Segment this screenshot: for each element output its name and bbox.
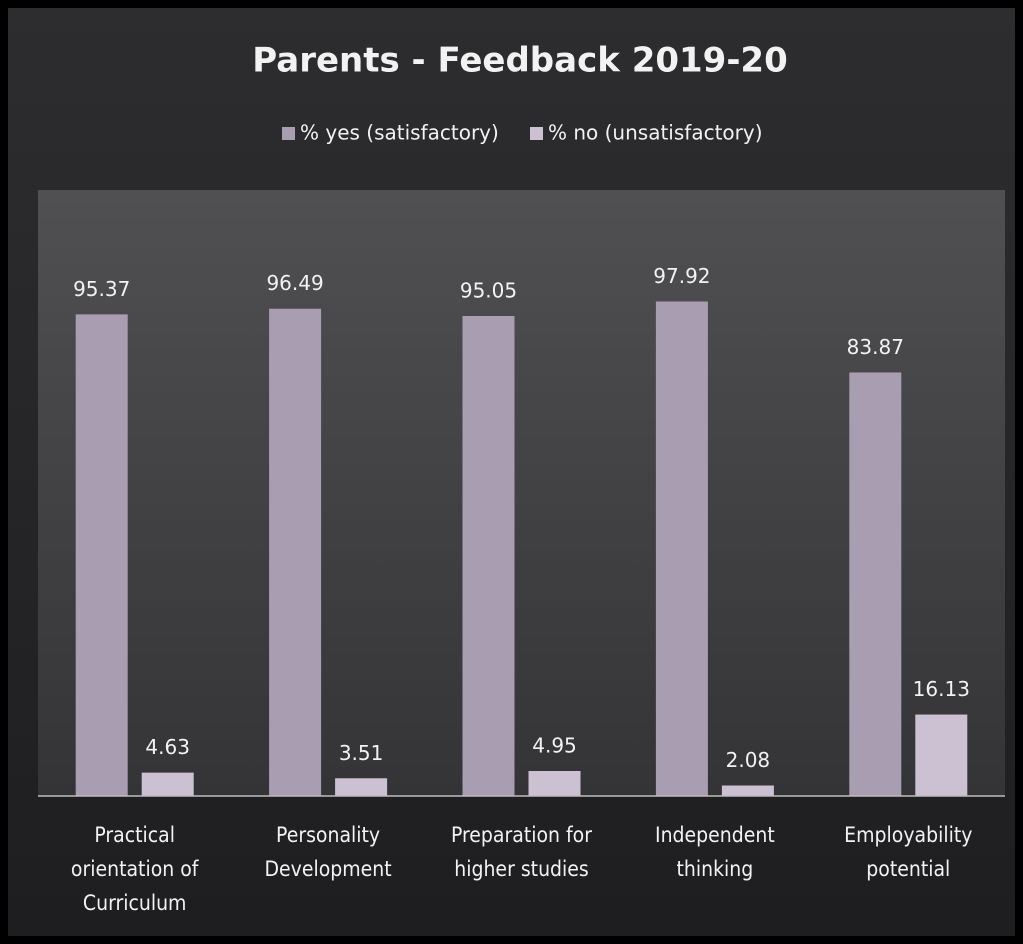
bar xyxy=(141,772,194,796)
legend-label: % no (unsatisfactory) xyxy=(548,121,763,145)
x-tick-label: Personality Development xyxy=(264,823,392,881)
x-tick-label: Independent thinking xyxy=(655,823,775,881)
bar xyxy=(655,301,708,796)
legend-swatch xyxy=(282,127,295,140)
data-label: 95.37 xyxy=(73,277,130,301)
data-label: 4.95 xyxy=(532,734,577,758)
bar xyxy=(75,314,128,796)
data-label: 4.63 xyxy=(145,735,190,759)
bar xyxy=(335,778,388,796)
bar xyxy=(849,372,902,796)
x-tick-label: Preparation for higher studies xyxy=(450,823,592,881)
data-label: 95.05 xyxy=(460,278,517,302)
bar xyxy=(269,308,322,796)
data-label: 97.92 xyxy=(653,264,710,288)
x-tick-label: Practical orientation of Curriculum xyxy=(70,823,199,915)
bar xyxy=(462,315,515,796)
bar xyxy=(528,771,581,796)
data-label: 16.13 xyxy=(913,677,970,701)
data-label: 3.51 xyxy=(339,741,384,765)
data-label: 83.87 xyxy=(847,335,904,359)
legend-label: % yes (satisfactory) xyxy=(300,121,499,145)
data-label: 96.49 xyxy=(266,271,323,295)
bar xyxy=(721,785,774,796)
bar xyxy=(915,714,968,796)
legend-swatch xyxy=(530,127,543,140)
chart-title: Parents - Feedback 2019-20 xyxy=(252,41,788,81)
data-label: 2.08 xyxy=(726,748,771,772)
x-tick-label: Employability potential xyxy=(844,823,973,881)
plot-area xyxy=(38,190,1005,796)
